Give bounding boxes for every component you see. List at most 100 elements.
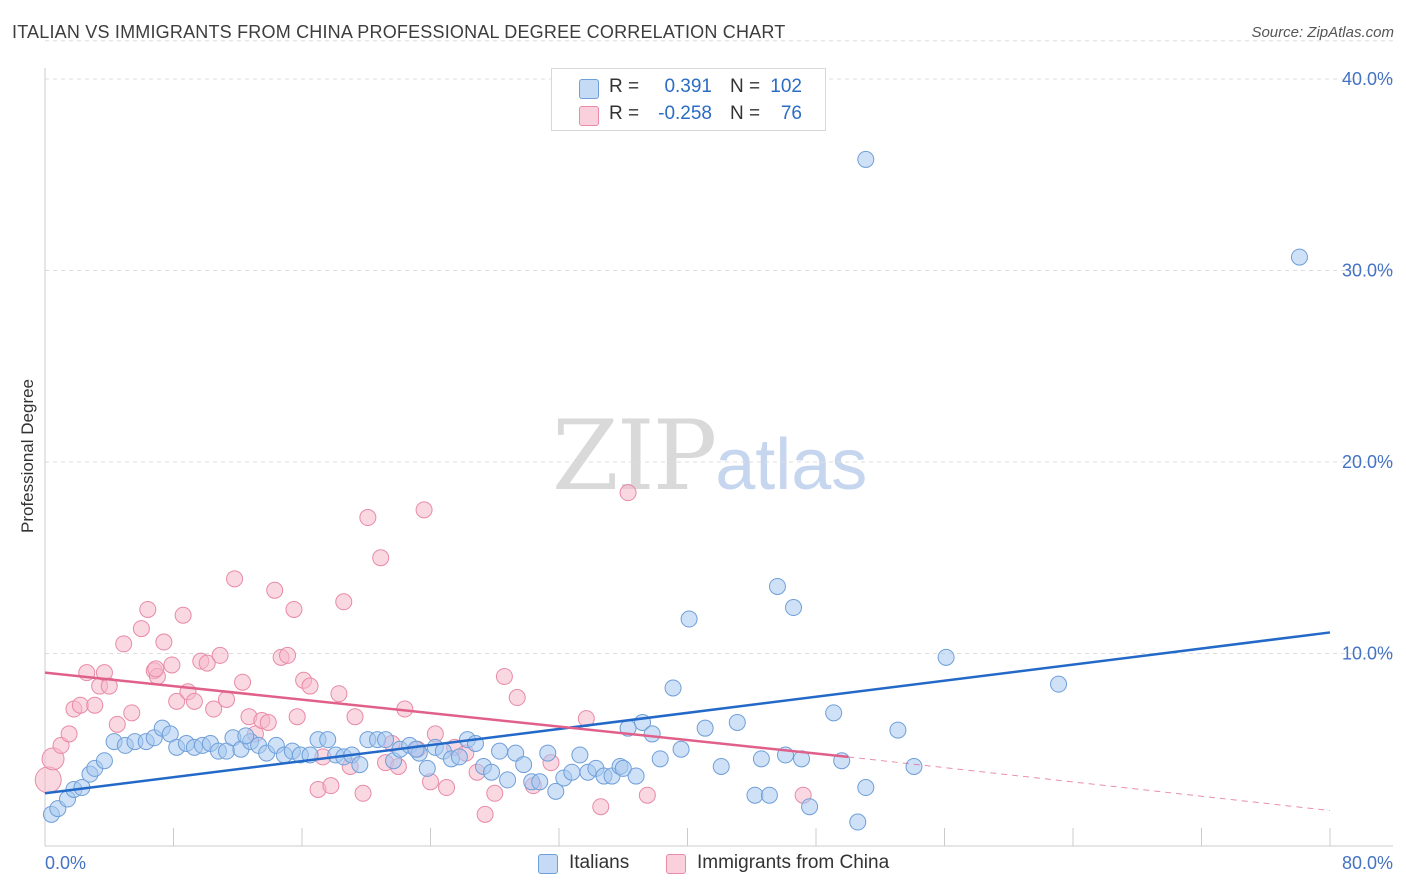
legend-swatch-italians	[579, 79, 599, 99]
correlation-legend: R = 0.391 N = 102 R = -0.258 N = 76	[551, 68, 826, 131]
italians-point	[483, 763, 501, 781]
china-point	[322, 777, 340, 795]
italians-point	[728, 713, 746, 731]
italians-point	[531, 773, 549, 791]
italians-point	[539, 744, 557, 762]
legend-n-label: N =	[730, 76, 761, 97]
china-point	[205, 700, 223, 718]
bottom-legend-label-italians: Italians	[569, 852, 630, 873]
italians-point	[377, 731, 395, 749]
y-tick-label: 20.0%	[1342, 452, 1393, 472]
y-tick-label: 30.0%	[1342, 261, 1393, 281]
china-point	[139, 600, 157, 618]
legend-n-label: N =	[730, 103, 761, 124]
china-point	[330, 685, 348, 703]
italians-point	[491, 742, 509, 760]
italians-point	[849, 813, 867, 831]
china-point	[266, 581, 284, 599]
china-point	[108, 715, 126, 733]
china-point	[218, 690, 236, 708]
italians-point	[95, 752, 113, 770]
italians-point	[664, 679, 682, 697]
italians-point	[785, 599, 803, 617]
china-point	[301, 677, 319, 695]
bottom-legend-swatch-china	[666, 854, 686, 874]
italians-point	[627, 767, 645, 785]
china-point	[174, 606, 192, 624]
legend-row-china: R = -0.258 N = 76	[552, 103, 825, 127]
china-point	[52, 736, 70, 754]
source-label: Source: ZipAtlas.com	[1251, 24, 1394, 41]
italians-point	[407, 740, 425, 758]
axes	[44, 68, 1393, 847]
legend-n-value: 76	[780, 103, 802, 124]
italians-point	[825, 704, 843, 722]
china-point	[226, 570, 244, 588]
china-point	[346, 708, 364, 726]
italians-point	[450, 748, 468, 766]
china-point	[638, 786, 656, 804]
y-axis-title: Professional Degree	[18, 379, 37, 533]
china-point	[234, 673, 252, 691]
china-point	[100, 677, 118, 695]
italians-point	[857, 150, 875, 168]
china-point	[508, 689, 526, 707]
china-point	[288, 708, 306, 726]
china-point	[198, 654, 216, 672]
china-point	[359, 509, 377, 527]
italians-point	[760, 786, 778, 804]
grid-lines	[45, 40, 1393, 654]
china-point	[115, 635, 133, 653]
china-point	[155, 633, 173, 651]
china-point	[163, 656, 181, 674]
legend-r-label: R =	[609, 103, 640, 124]
italians-point	[571, 746, 589, 764]
x-tick-label: 0.0%	[45, 853, 86, 873]
china-points	[34, 484, 812, 823]
chart-title: ITALIAN VS IMMIGRANTS FROM CHINA PROFESS…	[12, 22, 786, 42]
italians-point	[499, 771, 517, 789]
legend-r-label: R =	[609, 76, 640, 97]
italians-point	[547, 782, 565, 800]
legend-r-value: -0.258	[658, 103, 712, 124]
china-point	[592, 798, 610, 816]
china-point	[279, 646, 297, 664]
italians-point	[319, 731, 337, 749]
china-point	[476, 805, 494, 823]
legend-r-value: 0.391	[664, 76, 712, 97]
italians-point	[614, 759, 632, 777]
china-trend-extension	[848, 756, 1331, 812]
china-point	[211, 646, 229, 664]
italians-point	[351, 756, 369, 774]
china-point	[147, 660, 165, 678]
china-point	[60, 725, 78, 743]
italians-point	[563, 763, 581, 781]
italians-point	[507, 744, 525, 762]
italians-point	[801, 798, 819, 816]
italians-point	[696, 719, 714, 737]
china-point	[438, 779, 456, 797]
china-point	[495, 667, 513, 685]
legend-swatch-china	[579, 106, 599, 126]
italians-point	[857, 779, 875, 797]
china-point	[486, 784, 504, 802]
china-point	[335, 593, 353, 611]
italians-point	[746, 786, 764, 804]
italians-point	[889, 721, 907, 739]
china-point	[123, 704, 141, 722]
italians-point	[515, 756, 533, 774]
italians-point	[680, 610, 698, 628]
italians-points	[42, 150, 1308, 831]
trend-lines	[44, 631, 1331, 812]
china-trend-line	[44, 671, 849, 759]
china-point	[372, 549, 390, 567]
china-point	[132, 620, 150, 638]
italians-point	[752, 750, 770, 768]
watermark-atlas: atlas	[715, 425, 868, 505]
china-point	[354, 784, 372, 802]
italians-point	[418, 759, 436, 777]
italians-point	[1290, 248, 1308, 266]
italians-point	[937, 648, 955, 666]
italians-point	[237, 727, 255, 745]
